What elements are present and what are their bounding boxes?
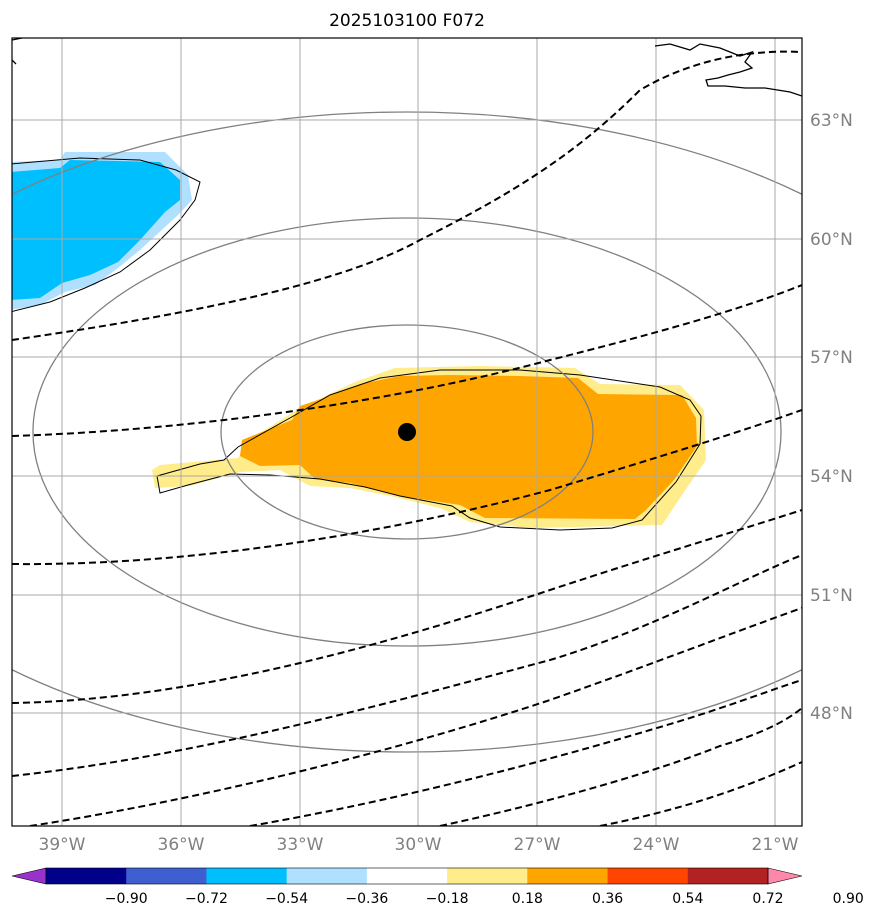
- lat-label: 57°N: [810, 348, 853, 368]
- dashed-contour: [439, 707, 802, 826]
- map-title: 2025103100 F072: [329, 11, 485, 31]
- colorbar-tick-label: −0.72: [185, 891, 228, 907]
- gray-contour-outer: [12, 111, 802, 753]
- gray-contours: [12, 111, 802, 753]
- colorbar-segment: [366, 868, 448, 884]
- dashed-contour: [12, 284, 802, 437]
- dashed-contours: [12, 50, 802, 826]
- colorbar-segment: [286, 868, 368, 884]
- negative-anomaly-region: [12, 152, 201, 313]
- colorbar-segment: [206, 868, 288, 884]
- map-panel: [11, 37, 803, 827]
- lon-label: 27°W: [514, 835, 561, 855]
- colorbar-segment: [46, 868, 127, 884]
- colorbar-tick-label: 0.72: [752, 891, 783, 907]
- colorbar-segment: [687, 868, 769, 884]
- colorbar-tick-label: −0.54: [265, 891, 308, 907]
- lon-labels: 39°W 36°W 33°W 30°W 27°W 24°W 21°W: [39, 835, 799, 855]
- colorbar-extend-high: [767, 867, 803, 885]
- colorbar-tick-label: 0.54: [672, 891, 703, 907]
- colorbar-segment: [527, 868, 609, 884]
- lon-label: 33°W: [277, 835, 324, 855]
- lat-label: 63°N: [810, 111, 853, 131]
- dashed-contour: [12, 50, 802, 341]
- dashed-contour: [12, 554, 802, 777]
- positive-anomaly-region: [152, 366, 706, 531]
- dashed-contour: [12, 409, 802, 566]
- lat-label: 48°N: [810, 704, 853, 724]
- negative-blue-fill: [12, 160, 180, 300]
- colorbar-tick-label: 0.36: [592, 891, 623, 907]
- colorbar-outline: [45, 867, 769, 885]
- lon-label: 36°W: [158, 835, 205, 855]
- dashed-contour: [599, 761, 802, 826]
- positive-contour-line: [156, 369, 702, 531]
- lat-label: 51°N: [810, 586, 853, 606]
- colorbar-segment: [126, 868, 207, 884]
- colorbar-segment: [607, 868, 689, 884]
- colorbar: −0.90 −0.72 −0.54 −0.36 −0.18 0.18 0.36 0.54 0.7…: [11, 867, 864, 907]
- colorbar-extend-low: [11, 867, 47, 885]
- dashed-contour: [29, 607, 802, 826]
- lon-label: 21°W: [752, 835, 799, 855]
- colorbar-segment: [447, 868, 528, 884]
- lon-label: 24°W: [633, 835, 680, 855]
- negative-contour-line: [12, 157, 201, 313]
- gray-contour-inner: [220, 324, 594, 540]
- map-frame: [11, 37, 803, 827]
- colorbar-tick-label: 0.90: [833, 891, 864, 907]
- dashed-contour: [249, 679, 802, 826]
- lat-label: 60°N: [810, 230, 853, 250]
- dashed-contour: [12, 509, 802, 704]
- graticule: [12, 38, 802, 826]
- iceland-coast: [654, 43, 802, 97]
- lat-label: 54°N: [810, 467, 853, 487]
- colorbar-tick-label: −0.36: [345, 891, 388, 907]
- gray-contour-middle: [32, 217, 782, 647]
- lat-labels: 63°N 60°N 57°N 54°N 51°N 48°N: [810, 111, 853, 724]
- lon-label: 39°W: [39, 835, 86, 855]
- colorbar-tick-label: −0.18: [426, 891, 469, 907]
- colorbar-tick-label: −0.90: [105, 891, 148, 907]
- lon-label: 30°W: [395, 835, 442, 855]
- storm-center-marker: [398, 423, 416, 441]
- colorbar-tick-label: 0.18: [512, 891, 543, 907]
- positive-orange-fill: [240, 375, 697, 519]
